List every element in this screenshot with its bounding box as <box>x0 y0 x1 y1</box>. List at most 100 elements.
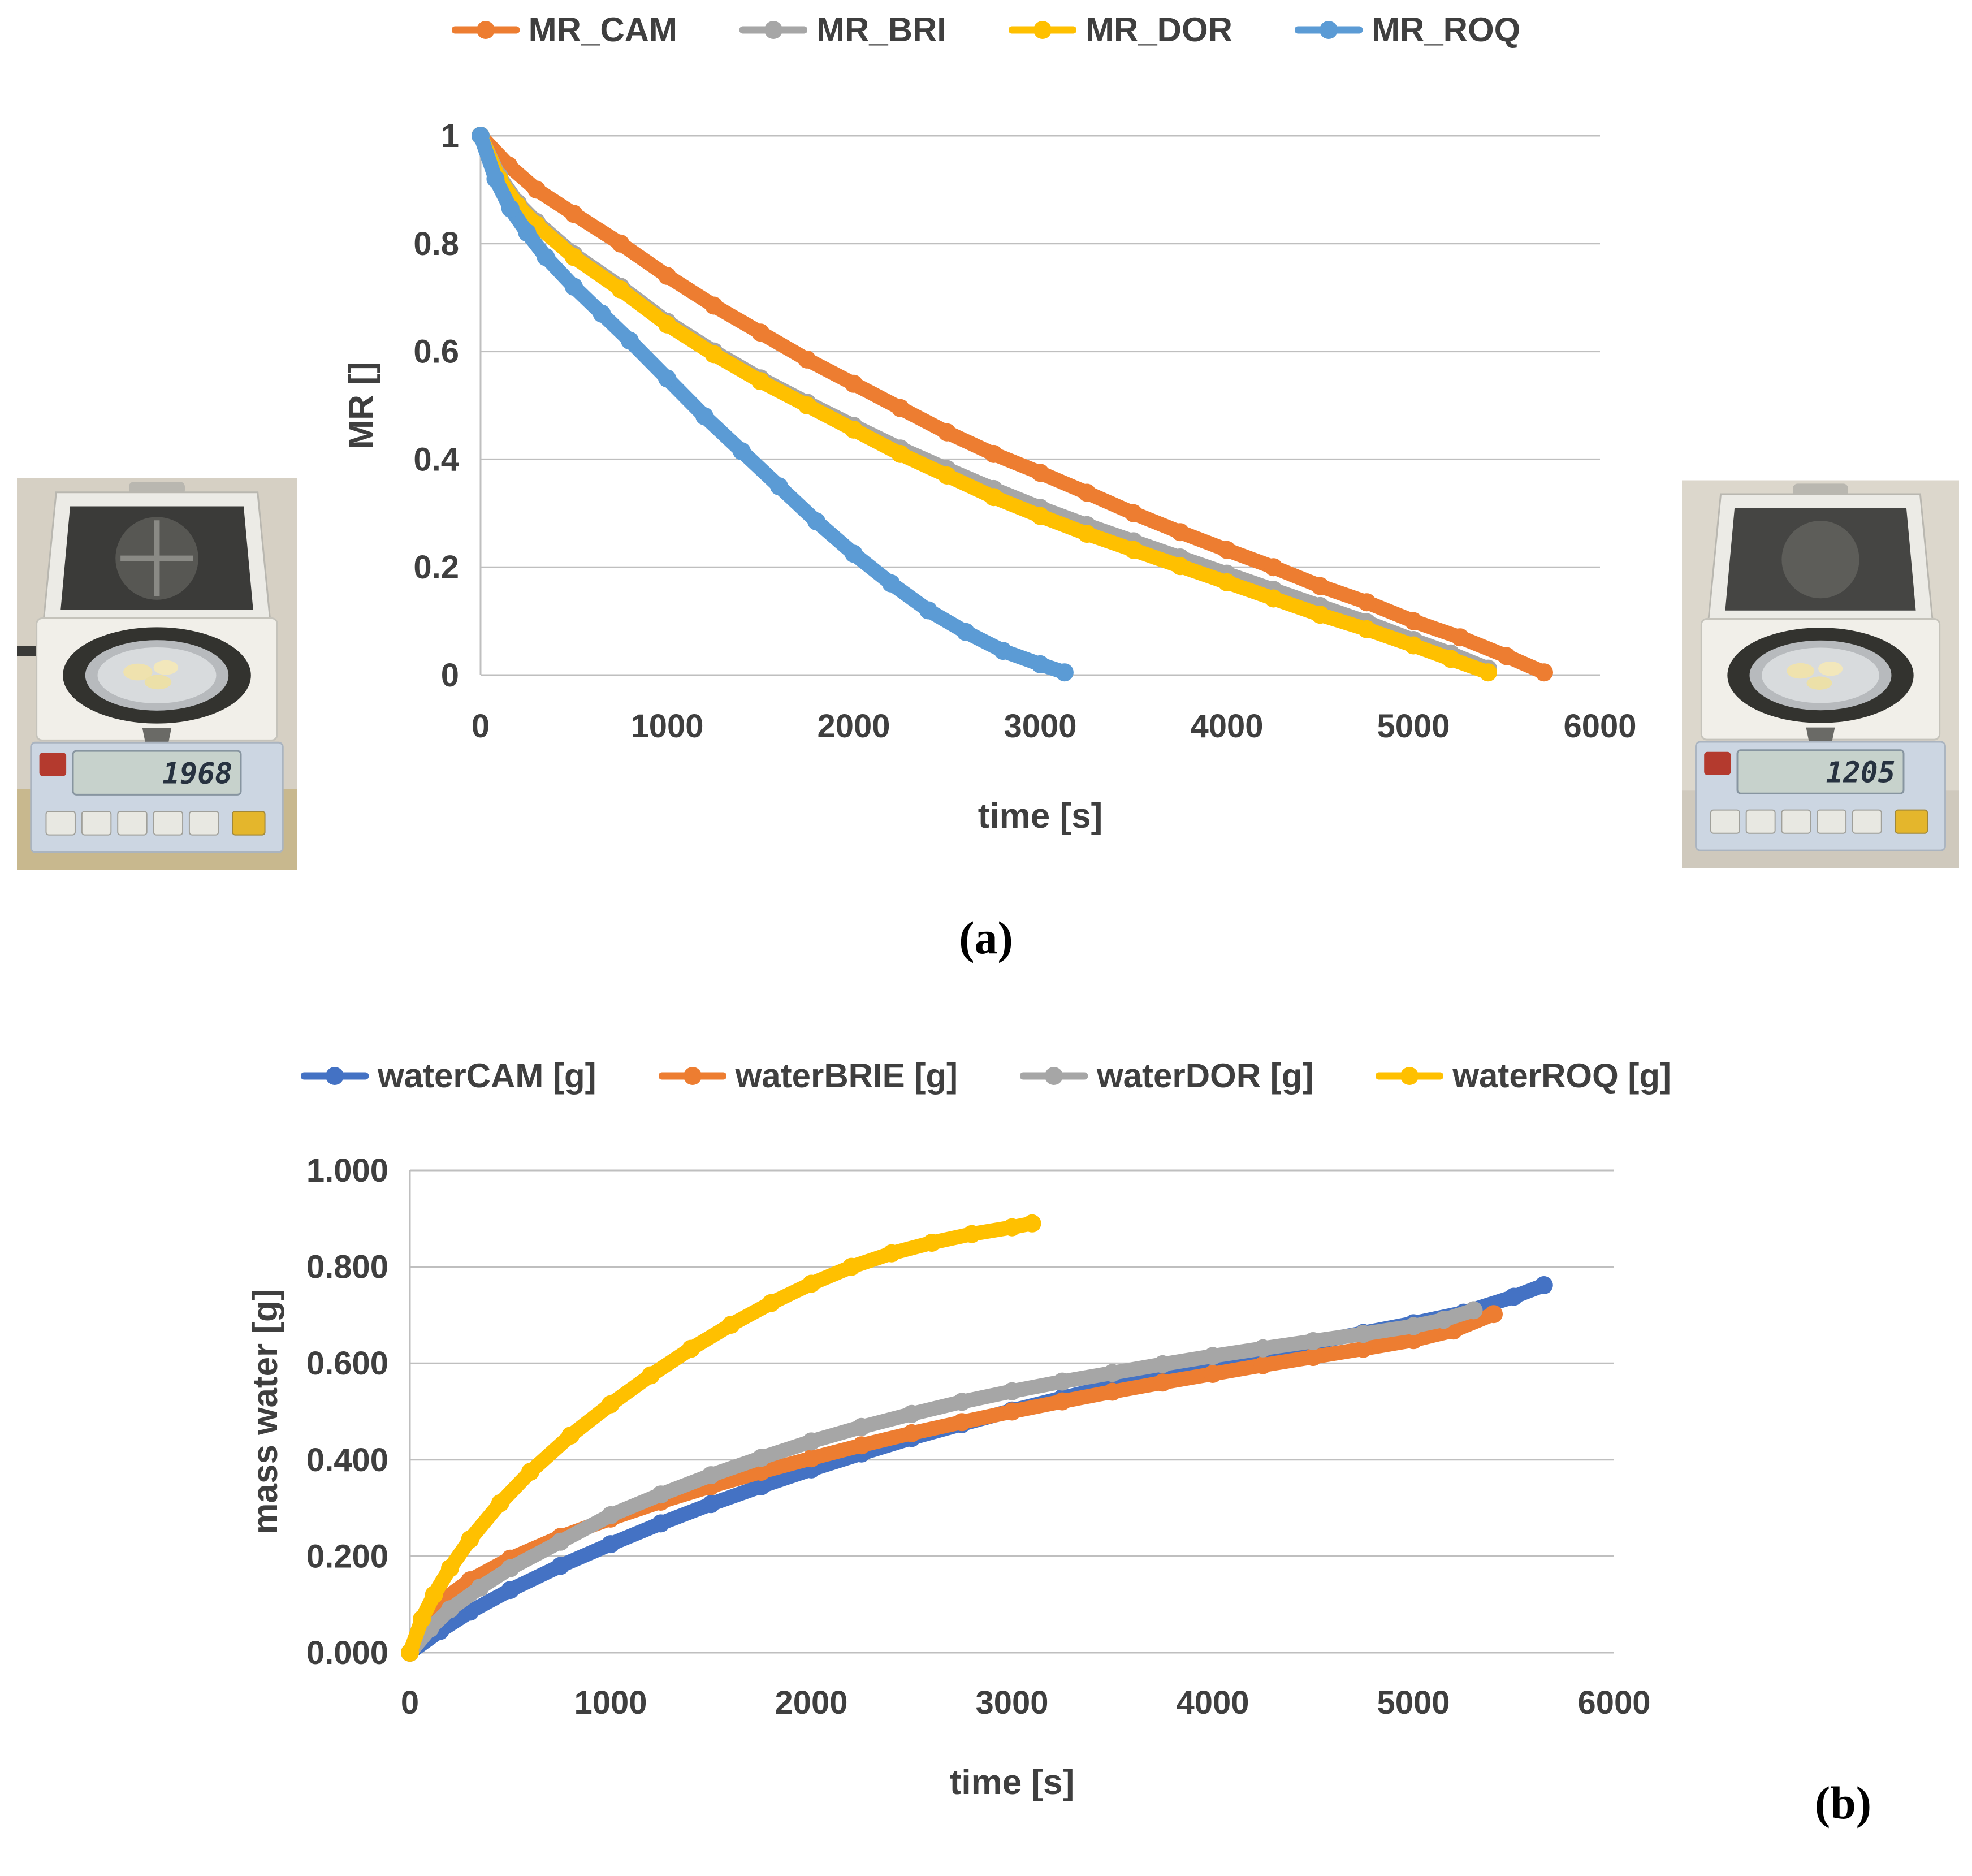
series-marker <box>658 369 676 388</box>
series-marker <box>1442 650 1460 668</box>
series-marker <box>802 1432 820 1451</box>
legend-item-MR_BRI: MR_BRI <box>739 10 946 49</box>
legend-label: waterBRIE [g] <box>735 1057 958 1095</box>
photo-moisture-analyzer-left: 1968 <box>17 478 297 870</box>
legend-marker-icon <box>300 1066 369 1085</box>
series-marker <box>1218 573 1236 591</box>
series-marker <box>1357 620 1376 638</box>
series-marker <box>565 205 583 223</box>
legend-marker-icon <box>1008 20 1076 39</box>
series-marker <box>501 199 520 218</box>
x-axis-title: time [s] <box>978 797 1102 836</box>
series-marker <box>441 1600 459 1619</box>
series-marker <box>883 1244 901 1263</box>
lcd-reading: 1205 <box>1826 757 1896 790</box>
heater-element <box>1781 521 1859 599</box>
photo-moisture-analyzer-right: 1205 <box>1682 480 1959 868</box>
lcd-display <box>1736 749 1905 794</box>
lcd-reading: 1968 <box>162 757 232 791</box>
series-marker <box>486 170 505 188</box>
series-marker <box>565 248 583 266</box>
series-marker <box>1479 663 1497 682</box>
series-marker <box>984 444 1003 463</box>
series-marker <box>518 223 537 242</box>
series-marker <box>1003 1218 1021 1237</box>
series-marker <box>537 248 555 266</box>
legend-item-MR_DOR: MR_DOR <box>1008 10 1232 49</box>
series-marker <box>1053 1392 1071 1411</box>
series-marker <box>1031 655 1049 673</box>
series-marker <box>1103 1364 1122 1382</box>
legend-label: MR_DOR <box>1085 11 1232 49</box>
series-marker <box>1451 628 1469 647</box>
y-tick-label: 0.6 <box>413 334 459 370</box>
legend-item-MR_ROQ: MR_ROQ <box>1295 10 1520 49</box>
legend-label: MR_ROQ <box>1372 11 1521 49</box>
x-tick-label: 6000 <box>1577 1684 1650 1721</box>
series-marker <box>1171 523 1190 542</box>
series-marker <box>798 350 816 369</box>
series-marker <box>1404 612 1422 630</box>
legend-label: MR_CAM <box>528 11 677 49</box>
series-marker <box>1153 1355 1172 1373</box>
x-tick-label: 4000 <box>1190 708 1263 745</box>
series-marker <box>1103 1382 1122 1401</box>
series-marker <box>938 423 956 442</box>
series-marker <box>461 1602 479 1621</box>
series-marker <box>401 1644 419 1662</box>
y-tick-label: 0.800 <box>306 1249 388 1286</box>
series-marker <box>752 1449 771 1467</box>
x-tick-label: 2000 <box>775 1684 847 1721</box>
y-tick-label: 0.200 <box>306 1538 388 1575</box>
series-marker <box>923 1234 941 1252</box>
series-marker <box>994 642 1012 660</box>
series-marker <box>1264 589 1283 608</box>
legend-label: MR_BRI <box>816 11 946 49</box>
series-marker <box>1125 541 1143 559</box>
series-marker <box>1404 1331 1422 1350</box>
series-marker <box>1485 1305 1503 1324</box>
series-marker <box>621 331 639 350</box>
series-marker <box>1535 663 1553 682</box>
function-button <box>1852 809 1882 834</box>
x-tick-label: 3000 <box>1004 708 1076 745</box>
series-marker <box>891 399 910 417</box>
series-marker <box>802 1274 820 1293</box>
y-tick-label: 0.4 <box>413 441 459 478</box>
series-marker <box>919 601 937 620</box>
function-button <box>45 811 76 836</box>
series-marker <box>1153 1373 1172 1392</box>
x-tick-label: 0 <box>472 708 490 745</box>
series-marker <box>752 1463 771 1481</box>
series-marker <box>1204 1365 1222 1383</box>
function-button <box>1817 809 1847 834</box>
x-tick-label: 2000 <box>817 708 890 745</box>
series-marker <box>642 1366 660 1385</box>
legend-marker-icon <box>1019 1066 1088 1085</box>
series-marker <box>682 1339 700 1358</box>
series-marker <box>1404 1317 1422 1335</box>
heater-cross <box>120 520 193 596</box>
series-marker <box>1498 647 1516 665</box>
print-button <box>232 811 266 836</box>
series-marker <box>501 1581 520 1600</box>
legend-item-waterCAM-g-: waterCAM [g] <box>300 1056 596 1095</box>
legend-item-waterROQ-g-: waterROQ [g] <box>1376 1056 1671 1095</box>
series-marker <box>1357 593 1376 612</box>
series-marker <box>963 1225 981 1243</box>
series-marker <box>1264 558 1283 577</box>
series-marker <box>902 1404 921 1423</box>
series-marker <box>1003 1402 1021 1421</box>
series-marker <box>602 1395 620 1414</box>
series-marker <box>902 1424 921 1442</box>
cheese-sample <box>1818 661 1843 676</box>
series-marker <box>842 1257 860 1276</box>
function-button <box>1710 809 1740 834</box>
y-tick-label: 0.400 <box>306 1442 388 1479</box>
legend-item-waterBRIE-g-: waterBRIE [g] <box>658 1056 958 1095</box>
series-marker <box>807 512 825 531</box>
series-marker <box>658 267 676 285</box>
series-marker <box>658 315 676 334</box>
legend-item-waterDOR-g-: waterDOR [g] <box>1019 1056 1313 1095</box>
